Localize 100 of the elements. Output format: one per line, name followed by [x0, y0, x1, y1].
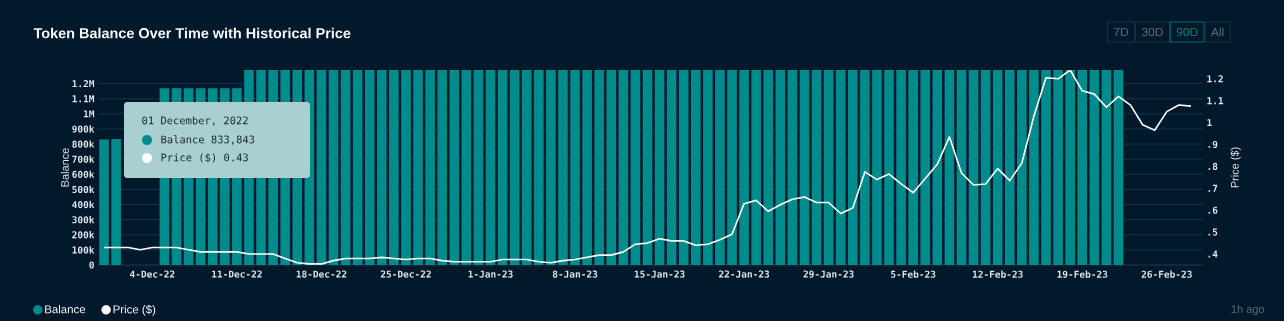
- bar: [1101, 70, 1112, 265]
- x-tick-label: 29-Jan-23: [803, 270, 854, 278]
- bar: [811, 70, 822, 265]
- y2-tick-label: .9: [1208, 140, 1218, 149]
- bar: [666, 70, 677, 265]
- y2-axis-title: Price ($): [1230, 147, 1241, 188]
- bar: [860, 70, 870, 265]
- bar: [908, 70, 918, 265]
- y-tick-label: 700k: [72, 155, 95, 163]
- bar: [1004, 70, 1015, 265]
- y2-tick-label: .8: [1208, 162, 1218, 170]
- y-tick-label: 1M: [83, 110, 95, 118]
- y2-tick-label: 1.2: [1207, 75, 1223, 83]
- x-tick-label: 12-Feb-23: [972, 270, 1023, 278]
- bar: [703, 70, 713, 265]
- bar: [823, 70, 834, 265]
- bar: [521, 70, 532, 265]
- bar: [413, 70, 423, 265]
- text: All: [1210, 27, 1224, 37]
- y-tick-label: 500k: [72, 185, 95, 194]
- bar: [739, 70, 749, 265]
- bar: [884, 70, 894, 265]
- y2-tick-label: 1.1: [1207, 97, 1224, 105]
- bar: [558, 70, 568, 265]
- x-tick-label: 18-Dec-22: [296, 270, 347, 278]
- bar: [787, 70, 798, 265]
- bar: [847, 70, 858, 265]
- y-tick-label: 0: [89, 261, 94, 269]
- x-tick-label: 11-Dec-22: [212, 270, 262, 278]
- bar: [316, 70, 327, 265]
- y-tick-label: 900k: [72, 125, 95, 133]
- bar: [401, 70, 411, 265]
- bar: [835, 70, 846, 265]
- bar: [992, 70, 1003, 265]
- bar: [449, 70, 460, 265]
- bar: [389, 70, 399, 265]
- bar: [328, 70, 339, 265]
- bar: [727, 70, 737, 265]
- bar: [340, 70, 351, 265]
- bar: [485, 70, 496, 265]
- bar: [497, 70, 508, 265]
- x-tick-label: 4-Dec-22: [130, 270, 175, 278]
- x-tick-label: 15-Jan-23: [634, 270, 685, 278]
- x-tick-label: 5-Feb-23: [891, 270, 936, 278]
- y2-tick-label: 1: [1207, 119, 1212, 127]
- y-tick-label: 800k: [72, 140, 95, 148]
- bar: [99, 139, 109, 265]
- bar: [582, 70, 592, 265]
- annotation: Price ($) 0.43: [161, 153, 248, 163]
- legend-label: Price ($): [113, 304, 156, 316]
- y-axis-title: Balance: [60, 148, 69, 187]
- bar: [425, 70, 435, 265]
- y-tick-label: 1.1M: [72, 95, 95, 103]
- annotation: Balance 833,843: [161, 135, 255, 145]
- bar: [896, 70, 906, 265]
- bar: [678, 70, 689, 265]
- legend-label: Balance: [45, 304, 86, 314]
- y-tick-label: 400k: [72, 200, 95, 209]
- y-tick-label: 100k: [72, 246, 95, 254]
- text: 90D: [1176, 27, 1198, 37]
- bar: [1029, 70, 1039, 265]
- bar: [775, 70, 786, 265]
- bar: [570, 70, 580, 265]
- bar: [594, 70, 604, 265]
- y-tick-label: 600k: [72, 170, 95, 178]
- x-tick-label: 26-Feb-23: [1141, 270, 1192, 278]
- x-tick-label: 22-Jan-23: [718, 270, 770, 278]
- bar: [111, 138, 121, 265]
- y-tick-label: 200k: [72, 231, 95, 239]
- x-tick-label: 1-Jan-23: [468, 270, 513, 278]
- y2-tick-label: .5: [1208, 228, 1218, 236]
- bar: [920, 70, 931, 265]
- bar: [352, 70, 363, 265]
- text: 7D: [1114, 27, 1129, 37]
- text: 1h ago: [1231, 304, 1264, 316]
- bar: [654, 70, 665, 265]
- bar: [1089, 70, 1100, 265]
- bar: [364, 70, 375, 265]
- bar: [642, 70, 653, 265]
- text: 30D: [1141, 27, 1163, 37]
- bar: [534, 70, 544, 265]
- bar: [1017, 70, 1027, 265]
- bar: [932, 70, 943, 265]
- bar: [1077, 70, 1088, 265]
- bar: [968, 70, 979, 265]
- chart-title: Token Balance Over Time with Historical Price: [33, 27, 351, 39]
- x-tick-label: 25-Dec-22: [380, 270, 431, 278]
- bar: [690, 70, 701, 265]
- bar: [377, 70, 387, 265]
- bar: [1053, 70, 1063, 265]
- bar: [473, 70, 484, 265]
- bar: [461, 70, 472, 265]
- y2-tick-label: .4: [1208, 250, 1218, 258]
- y2-tick-label: .6: [1208, 206, 1218, 214]
- y2-tick-label: .7: [1208, 184, 1218, 192]
- bar: [944, 70, 955, 265]
- bar: [799, 70, 810, 265]
- bar: [763, 70, 774, 265]
- annotation: 01 December, 2022: [142, 116, 248, 126]
- bar: [630, 70, 641, 265]
